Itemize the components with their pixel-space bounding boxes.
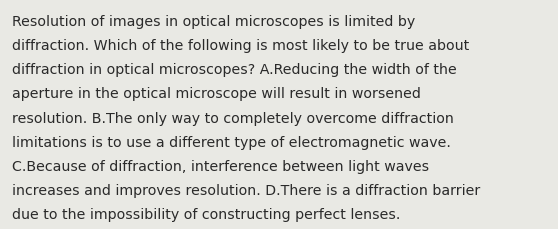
Text: diffraction. Which of the following is most likely to be true about: diffraction. Which of the following is m… <box>12 39 469 53</box>
Text: C.Because of diffraction, interference between light waves: C.Because of diffraction, interference b… <box>12 159 430 173</box>
Text: Resolution of images in optical microscopes is limited by: Resolution of images in optical microsco… <box>12 15 416 29</box>
Text: diffraction in optical microscopes? A.Reducing the width of the: diffraction in optical microscopes? A.Re… <box>12 63 457 77</box>
Text: increases and improves resolution. D.There is a diffraction barrier: increases and improves resolution. D.The… <box>12 183 480 197</box>
Text: due to the impossibility of constructing perfect lenses.: due to the impossibility of constructing… <box>12 207 401 221</box>
Text: aperture in the optical microscope will result in worsened: aperture in the optical microscope will … <box>12 87 421 101</box>
Text: limitations is to use a different type of electromagnetic wave.: limitations is to use a different type o… <box>12 135 451 149</box>
Text: resolution. B.The only way to completely overcome diffraction: resolution. B.The only way to completely… <box>12 111 454 125</box>
